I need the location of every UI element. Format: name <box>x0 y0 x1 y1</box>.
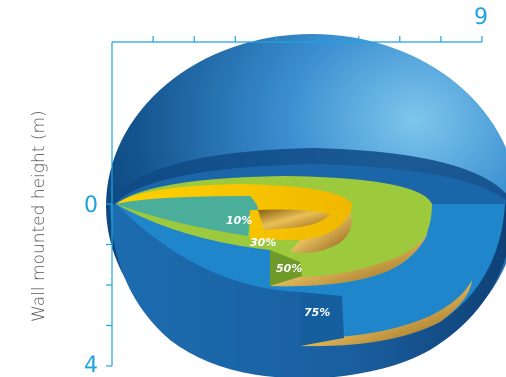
y-axis-ticks <box>106 203 112 367</box>
axes <box>106 36 483 367</box>
x-axis-ticks <box>152 36 483 42</box>
zone-10-gold-inner <box>258 209 330 230</box>
y-axis-max-label: 4 <box>84 353 98 377</box>
zone-labels: 10% 30% 50% 75% <box>226 214 330 319</box>
y-axis-zero-label: 0 <box>84 193 98 218</box>
zone-10-surface <box>116 196 258 236</box>
zone-75-label: 75% <box>304 306 330 319</box>
zone-10 <box>116 196 330 236</box>
zone-30-label: 30% <box>250 236 276 249</box>
zone-75-step-face <box>300 292 344 346</box>
x-axis-max-label: 9 <box>474 5 488 30</box>
zone-30-gold-edge <box>290 212 352 253</box>
zone-50-label: 50% <box>276 262 302 275</box>
zone-50-step-face <box>270 250 302 286</box>
y-axis-title: Wall mounted height (m) <box>29 110 49 322</box>
zone-10-label: 10% <box>226 214 252 227</box>
